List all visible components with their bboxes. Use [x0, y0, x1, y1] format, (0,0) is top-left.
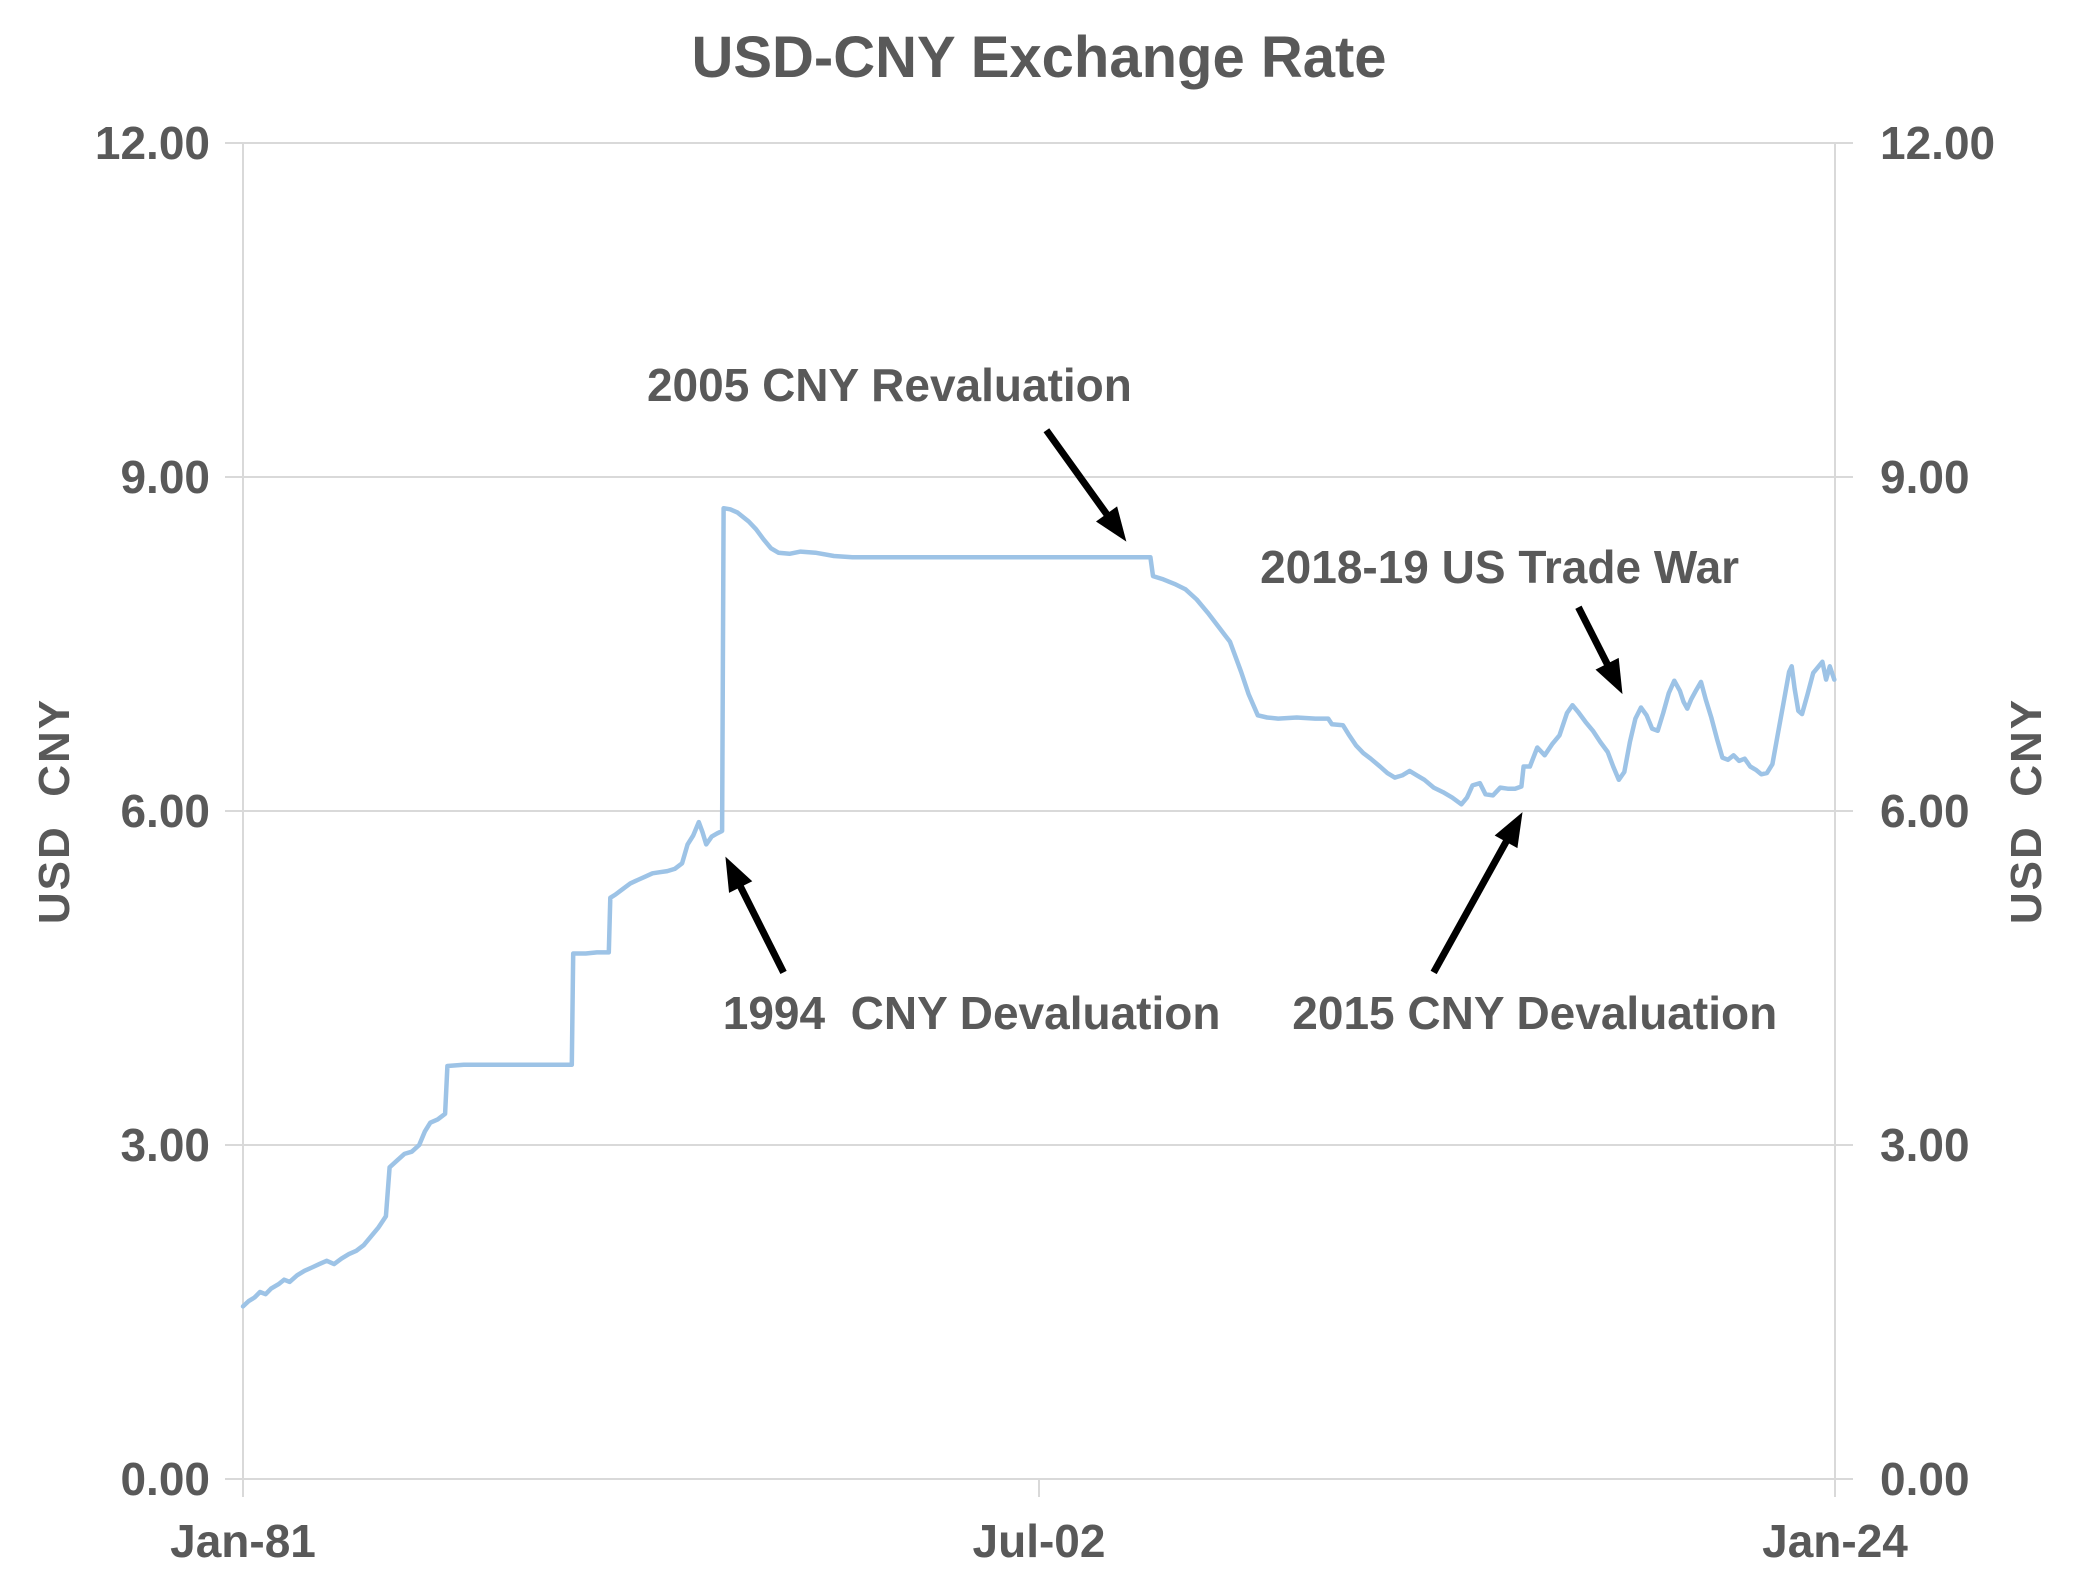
y-tick-label-right: 0.00 — [1880, 1453, 1970, 1505]
y-tick-label-right: 6.00 — [1880, 785, 1970, 837]
y-tick-label-right: 3.00 — [1880, 1119, 1970, 1171]
annotation-arrow — [1430, 831, 1515, 975]
y-tick-label-left: 3.00 — [120, 1119, 210, 1171]
y-tick-label-left: 6.00 — [120, 785, 210, 837]
annotation-arrowhead — [1095, 506, 1127, 542]
chart-title: USD-CNY Exchange Rate — [691, 25, 1387, 90]
annotation-arrowhead — [725, 856, 753, 893]
x-tick-label: Jan-24 — [1762, 1515, 1908, 1567]
y-tick-label-right: 9.00 — [1880, 451, 1970, 503]
exchange-rate-line — [240, 505, 1837, 1309]
y-tick-label-left: 9.00 — [120, 451, 210, 503]
y-tick-label-left: 12.00 — [94, 117, 210, 169]
x-tick-label: Jan-81 — [170, 1515, 316, 1567]
annotation-arrow — [1575, 605, 1615, 675]
annotation-arrow — [1043, 428, 1116, 525]
y-tick-label-left: 0.00 — [120, 1453, 210, 1505]
y-tick-label-right: 12.00 — [1880, 117, 1996, 169]
x-tick-label: Jul-02 — [972, 1515, 1106, 1567]
annotation-label: 2018-19 US Trade War — [1260, 541, 1740, 594]
annotation-label: 2015 CNY Devaluation — [1292, 986, 1778, 1039]
annotation-arrowhead — [1494, 812, 1523, 849]
annotation-arrowhead — [1595, 657, 1623, 695]
annotation-arrow — [732, 876, 787, 975]
annotation-label: 2005 CNY Revaluation — [646, 358, 1132, 411]
annotation-label: 1994 CNY Devaluation — [722, 986, 1221, 1039]
